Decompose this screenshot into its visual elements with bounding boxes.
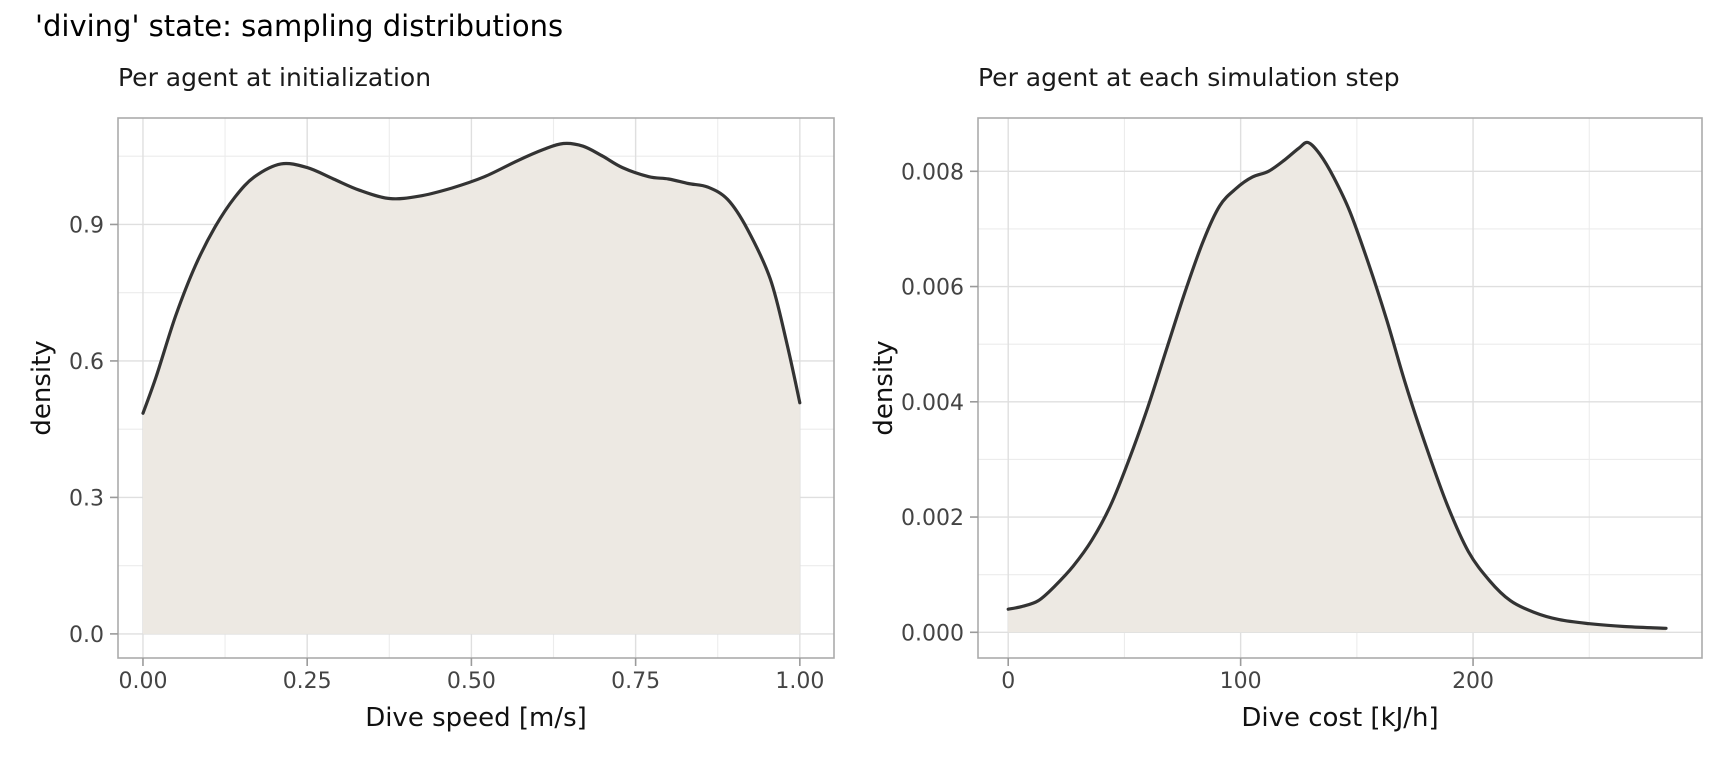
x-tick-label: 0.75 (611, 669, 660, 694)
x-tick-label: 0.00 (118, 669, 167, 694)
density-curve (141, 141, 802, 415)
y-tick-label: 0.006 (901, 276, 964, 301)
panel-border (117, 117, 835, 659)
x-tick-label: 1.00 (775, 669, 824, 694)
x-tick-label: 0 (1001, 669, 1015, 694)
y-tick-label: 0.004 (901, 391, 964, 416)
x-tick-label: 100 (1220, 669, 1262, 694)
x-tick-label: 0.50 (447, 669, 496, 694)
y-tick-label: 0.000 (901, 621, 964, 646)
x-tick-label: 200 (1452, 669, 1494, 694)
y-tick-label: 0.002 (901, 506, 964, 531)
y-axis-title-right: density (869, 340, 899, 436)
y-axis-title-left: density (27, 340, 57, 436)
density-curve (1006, 140, 1668, 630)
x-axis-title-right: Dive cost [kJ/h] (1241, 703, 1439, 733)
y-tick-label: 0.6 (69, 350, 104, 375)
density-area (1008, 142, 1666, 633)
y-tick-label: 0.3 (69, 486, 104, 511)
x-axis-title-left: Dive speed [m/s] (365, 703, 587, 733)
panel-border (977, 117, 1703, 659)
chart-title-simulation-step: Per agent at each simulation step (978, 63, 1400, 92)
x-tick-label: 0.25 (283, 669, 332, 694)
chart-title-initialization: Per agent at initialization (118, 63, 432, 92)
y-tick-label: 0.008 (901, 160, 964, 185)
y-tick-label: 0.9 (69, 213, 104, 238)
y-tick-label: 0.0 (69, 623, 104, 648)
figure-title: 'diving' state: sampling distributions (35, 9, 564, 43)
density-area (143, 143, 800, 634)
